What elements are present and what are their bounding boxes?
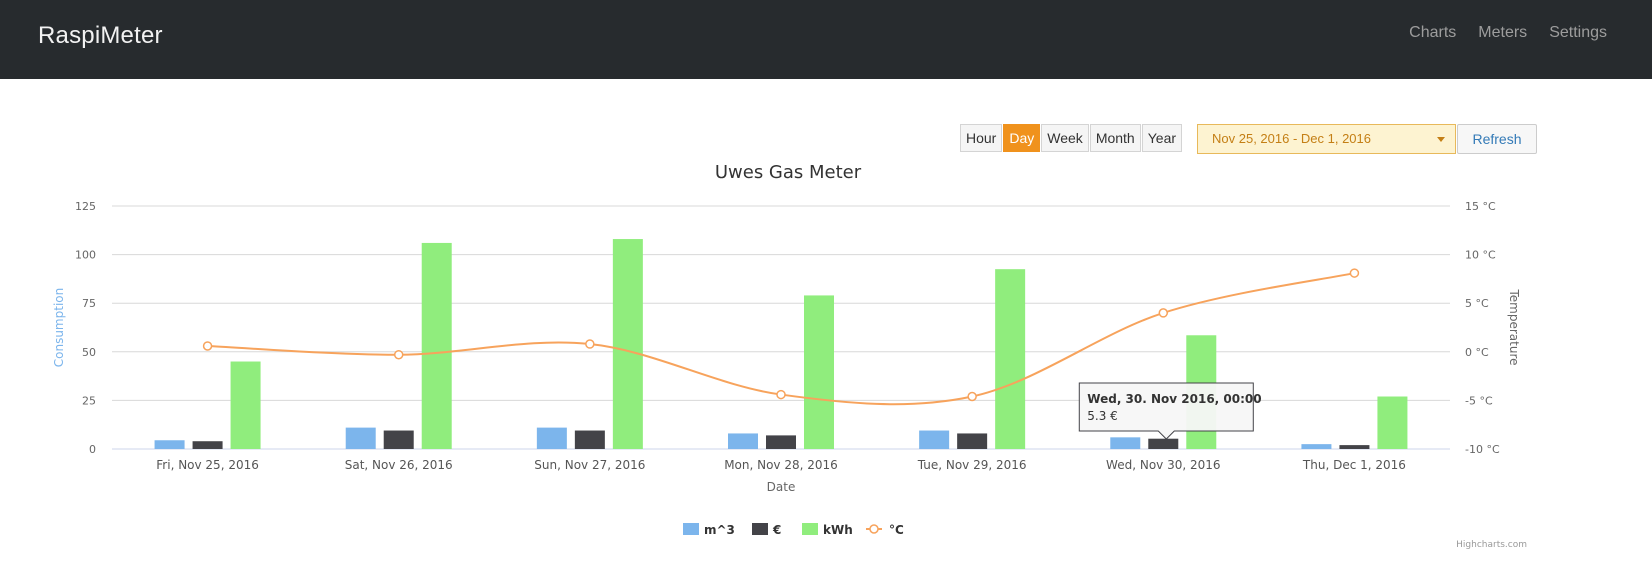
tooltip-title: Wed, 30. Nov 2016, 00:00 [1087, 392, 1261, 406]
y2-tick-label: 0 °C [1465, 346, 1489, 359]
y-axis-title: Consumption [52, 288, 66, 367]
bar-kwh [612, 239, 643, 449]
bar-m3 [919, 430, 950, 449]
temperature-point [202, 341, 213, 351]
bar-euro [1339, 445, 1370, 449]
y2-tick-label: 15 °C [1465, 200, 1496, 213]
bar-euro [957, 433, 988, 449]
temperature-point [393, 349, 404, 360]
range-month-button[interactable]: Month [1089, 124, 1141, 152]
x-tick-label: Wed, Nov 30, 2016 [1106, 458, 1220, 472]
bar-euro [1148, 438, 1179, 449]
bar-m3 [536, 427, 567, 449]
y2-tick-label: -5 °C [1465, 394, 1493, 407]
temperature-point [967, 391, 977, 402]
x-tick-label: Sat, Nov 26, 2016 [345, 458, 453, 472]
y2-tick-label: 5 °C [1465, 297, 1489, 310]
bar-m3 [728, 433, 758, 449]
nav-link-charts[interactable]: Charts [1409, 24, 1457, 41]
chart: Uwes Gas Meter 0 -10 °C 25 -5 °C 50 0 °C 75 5 °C… [52, 162, 1527, 550]
tooltip-value: 5.3 € [1087, 409, 1118, 423]
range-year-button[interactable]: Year [1141, 124, 1183, 152]
tooltip-box [1078, 382, 1254, 440]
bar-m3 [345, 427, 376, 449]
y-tick-label: 0 [89, 443, 96, 456]
bar-euro [192, 441, 223, 449]
chart-credits: Highcharts.com [1456, 540, 1527, 550]
nav-links: Charts Meters Settings [1398, 22, 1618, 44]
date-range-value: Nov 25, 2016 - Dec 1, 2016 [1212, 131, 1371, 146]
legend-swatch [869, 524, 879, 534]
bar-kwh [421, 242, 452, 449]
legend-item: °C [889, 523, 904, 537]
temperature-point [1349, 268, 1360, 278]
y2-tick-label: 10 °C [1465, 249, 1496, 262]
refresh-button[interactable]: Refresh [1457, 124, 1537, 154]
y-tick-label: 75 [82, 297, 96, 310]
range-day-button[interactable]: Day [1003, 124, 1041, 152]
bar-kwh [1377, 396, 1408, 449]
legend-item: m^3 [704, 523, 735, 537]
temperature-point [776, 389, 786, 400]
nav-link-settings[interactable]: Settings [1549, 24, 1607, 41]
brand-logo[interactable]: RaspiMeter [38, 22, 163, 49]
range-button-group: Hour Day Week Month Year [960, 124, 1183, 152]
y-tick-label: 25 [82, 394, 96, 407]
bar-euro [766, 435, 796, 449]
y-tick-label: 50 [82, 346, 96, 359]
navbar: RaspiMeter Charts Meters Settings [0, 0, 1652, 79]
range-hour-button[interactable]: Hour [960, 124, 1003, 152]
bar-kwh [995, 269, 1026, 449]
bar-kwh [804, 295, 834, 449]
y2-tick-label: -10 °C [1465, 443, 1500, 456]
x-tick-label: Sun, Nov 27, 2016 [534, 458, 645, 472]
legend-swatch [802, 523, 818, 535]
bar-m3 [154, 440, 185, 449]
range-week-button[interactable]: Week [1041, 124, 1089, 152]
temperature-point [585, 339, 595, 349]
bar-m3 [1301, 444, 1332, 449]
temperature-point [1158, 308, 1169, 318]
x-axis-title: Date [767, 480, 796, 494]
legend-swatch [683, 523, 699, 535]
legend-swatch [752, 523, 768, 535]
legend-item: € [772, 523, 781, 537]
y-tick-label: 100 [75, 249, 96, 262]
y2-axis-title: Temperature [1507, 288, 1521, 365]
x-tick-label: Fri, Nov 25, 2016 [156, 458, 259, 472]
bar-kwh [230, 361, 261, 449]
caret-down-icon [1437, 137, 1445, 142]
x-tick-label: Thu, Dec 1, 2016 [1302, 458, 1406, 472]
bar-euro [383, 430, 414, 449]
date-range-picker[interactable]: Nov 25, 2016 - Dec 1, 2016 [1197, 124, 1456, 154]
nav-link-meters[interactable]: Meters [1478, 24, 1528, 41]
x-tick-label: Tue, Nov 29, 2016 [917, 458, 1027, 472]
bar-m3 [1110, 437, 1141, 449]
chart-title: Uwes Gas Meter [715, 162, 862, 183]
legend-item: kWh [823, 523, 853, 537]
y-tick-label: 125 [75, 200, 96, 213]
x-tick-label: Mon, Nov 28, 2016 [724, 458, 838, 472]
bar-euro [574, 430, 605, 449]
